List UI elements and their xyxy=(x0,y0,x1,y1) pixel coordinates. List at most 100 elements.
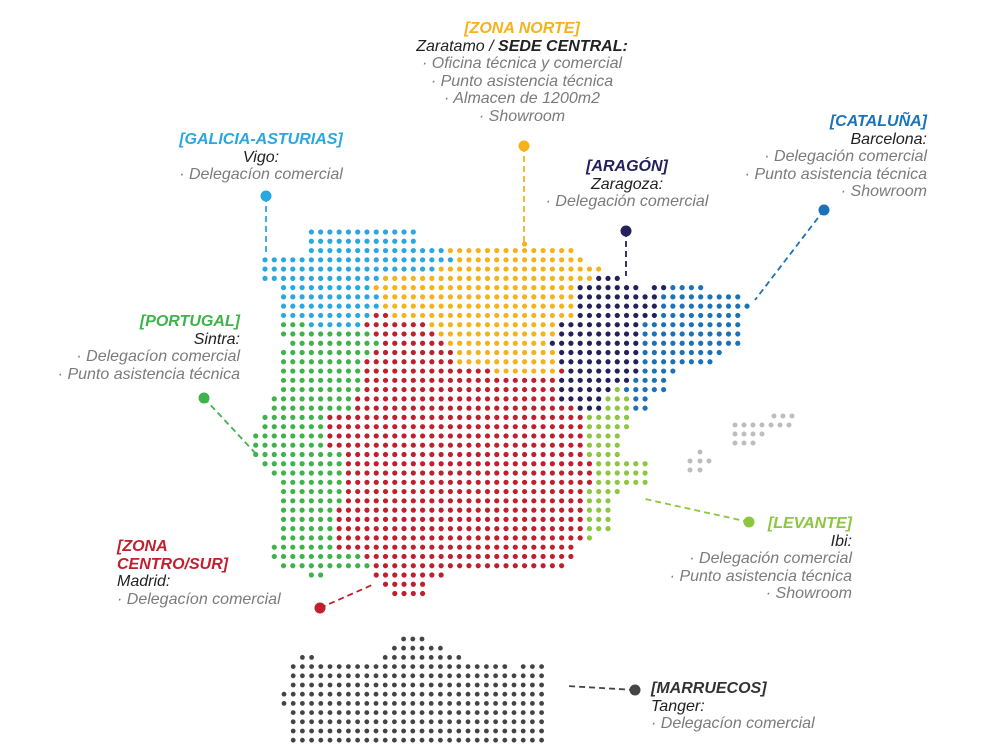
connector-line-cataluna xyxy=(754,209,825,301)
map-dot-aragon xyxy=(623,294,630,300)
map-dot-galicia xyxy=(345,322,352,328)
map-dot-marruecos xyxy=(493,691,498,697)
map-dot-norte xyxy=(457,322,463,328)
map-dot-centro xyxy=(345,433,352,439)
map-dot-aragon xyxy=(651,285,657,291)
map-dot-marruecos xyxy=(290,728,296,734)
map-dot-centro xyxy=(568,414,574,420)
map-dot-centro xyxy=(484,396,491,402)
map-dot-centro xyxy=(475,451,481,458)
map-dot-centro xyxy=(382,359,389,365)
map-dot-centro xyxy=(345,544,352,550)
map-dot-aragon xyxy=(633,294,639,300)
map-dot-marruecos xyxy=(530,728,535,734)
map-dot-portugal xyxy=(280,553,287,560)
map-dot-centro xyxy=(355,461,361,467)
map-dot-aragon xyxy=(623,377,630,383)
map-dot-centro xyxy=(401,535,407,541)
map-dot-portugal xyxy=(271,544,277,550)
map-dot-centro xyxy=(410,359,416,365)
map-dot-levante xyxy=(614,433,620,439)
map-dot-galicia xyxy=(308,322,314,328)
map-dot-galicia xyxy=(299,257,305,263)
map-dot-centro xyxy=(577,414,583,420)
map-dot-galicia xyxy=(373,266,379,272)
map-dot-portugal xyxy=(308,572,314,578)
map-dot-portugal xyxy=(308,553,314,560)
map-dot-marruecos xyxy=(300,655,305,660)
map-dot-norte xyxy=(466,257,472,263)
map-dot-marruecos xyxy=(539,691,544,697)
map-dot-norte xyxy=(540,368,546,374)
location-pin-icon-marruecos xyxy=(629,684,641,696)
map-dot-centro xyxy=(336,433,342,439)
map-dot-cataluna xyxy=(679,312,685,319)
map-dot-norte xyxy=(568,266,574,272)
map-dot-centro xyxy=(382,424,389,430)
map-dot-portugal xyxy=(336,368,342,374)
map-dot-centro xyxy=(559,470,565,476)
map-dot-centro xyxy=(438,442,444,448)
map-dot-marruecos xyxy=(419,645,425,651)
map-dot-marruecos xyxy=(373,719,379,725)
map-dot-norte xyxy=(521,322,528,328)
map-dot-aragon xyxy=(577,340,583,346)
map-dot-norte xyxy=(494,359,500,365)
map-dot-centro xyxy=(540,414,546,420)
map-dot-portugal xyxy=(355,386,361,393)
map-dot-marruecos xyxy=(438,645,443,651)
map-dot-norte xyxy=(531,340,537,346)
map-dot-portugal xyxy=(299,377,305,383)
map-dot-centro xyxy=(568,442,574,448)
map-dot-cataluna xyxy=(670,322,676,328)
map-dot-centro xyxy=(466,498,472,504)
map-dot-norte xyxy=(429,303,435,309)
map-dot-portugal xyxy=(271,470,277,476)
map-dot-centro xyxy=(382,470,389,476)
map-dot-centro xyxy=(382,368,389,374)
map-dot-galicia xyxy=(373,275,379,281)
map-dot-aragon xyxy=(559,340,565,346)
map-dot-marruecos xyxy=(346,710,351,715)
map-dot-portugal xyxy=(336,405,342,411)
map-dot-centro xyxy=(475,479,481,485)
map-dot-centro xyxy=(475,442,481,448)
map-dot-levante xyxy=(605,414,611,420)
map-dot-centro xyxy=(410,442,416,448)
map-dot-centro xyxy=(410,424,416,430)
map-dot-norte xyxy=(521,349,528,356)
map-dot-centro xyxy=(401,442,407,448)
map-dot-centro xyxy=(401,359,407,365)
map-dot-centro xyxy=(549,516,555,522)
map-dot-marruecos xyxy=(474,673,480,679)
map-dot-galicia xyxy=(262,266,268,272)
map-dot-marruecos xyxy=(300,719,305,725)
map-dot-aragon xyxy=(605,331,611,337)
map-dot-norte xyxy=(466,359,472,365)
map-dot-norte xyxy=(540,349,546,356)
map-dot-aragon xyxy=(577,396,583,402)
map-dot-norte xyxy=(401,275,407,281)
map-dot-norte xyxy=(382,303,389,309)
map-dot-centro xyxy=(355,507,361,513)
map-dot-centro xyxy=(382,572,389,578)
map-dot-portugal xyxy=(299,498,305,504)
map-dot-galicia xyxy=(382,257,389,263)
map-dot-cataluna xyxy=(716,331,722,337)
map-dot-marruecos xyxy=(373,728,379,734)
map-dot-portugal xyxy=(336,386,342,393)
map-dot-norte xyxy=(503,257,509,263)
map-dot-centro xyxy=(494,544,500,550)
map-dot-centro xyxy=(512,563,518,569)
map-dot-marruecos xyxy=(382,728,388,734)
map-dot-centro xyxy=(419,349,426,356)
map-dot-marruecos xyxy=(493,673,498,679)
map-dot-marruecos xyxy=(392,673,397,679)
map-dot-marruecos xyxy=(355,719,360,725)
map-dot-cataluna xyxy=(651,322,657,328)
map-dot-cataluna xyxy=(661,331,667,337)
map-dot-norte xyxy=(401,303,407,309)
map-dot-levante xyxy=(586,451,593,458)
map-dot-levante xyxy=(605,442,611,448)
map-dot-galicia xyxy=(280,275,287,281)
